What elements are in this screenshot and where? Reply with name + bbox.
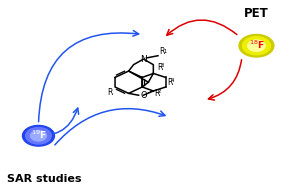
Circle shape — [239, 34, 274, 57]
Text: R: R — [167, 78, 173, 87]
Text: 4: 4 — [171, 78, 174, 83]
Text: 3: 3 — [161, 63, 164, 68]
Circle shape — [22, 125, 54, 146]
Text: R: R — [160, 46, 165, 56]
Text: R: R — [107, 88, 112, 98]
Text: R: R — [154, 89, 160, 98]
Circle shape — [248, 40, 265, 51]
Circle shape — [30, 131, 46, 141]
Text: $^{19}$F: $^{19}$F — [32, 129, 47, 141]
Text: SAR studies: SAR studies — [6, 174, 81, 184]
Text: O: O — [140, 91, 147, 100]
Text: 2: 2 — [158, 89, 161, 94]
Text: 1: 1 — [164, 49, 167, 54]
Text: N: N — [140, 55, 147, 64]
Circle shape — [26, 128, 51, 144]
Text: PET: PET — [244, 7, 269, 20]
Circle shape — [242, 37, 270, 55]
Text: R: R — [157, 63, 163, 72]
Text: $^{18}$F: $^{18}$F — [249, 39, 265, 51]
